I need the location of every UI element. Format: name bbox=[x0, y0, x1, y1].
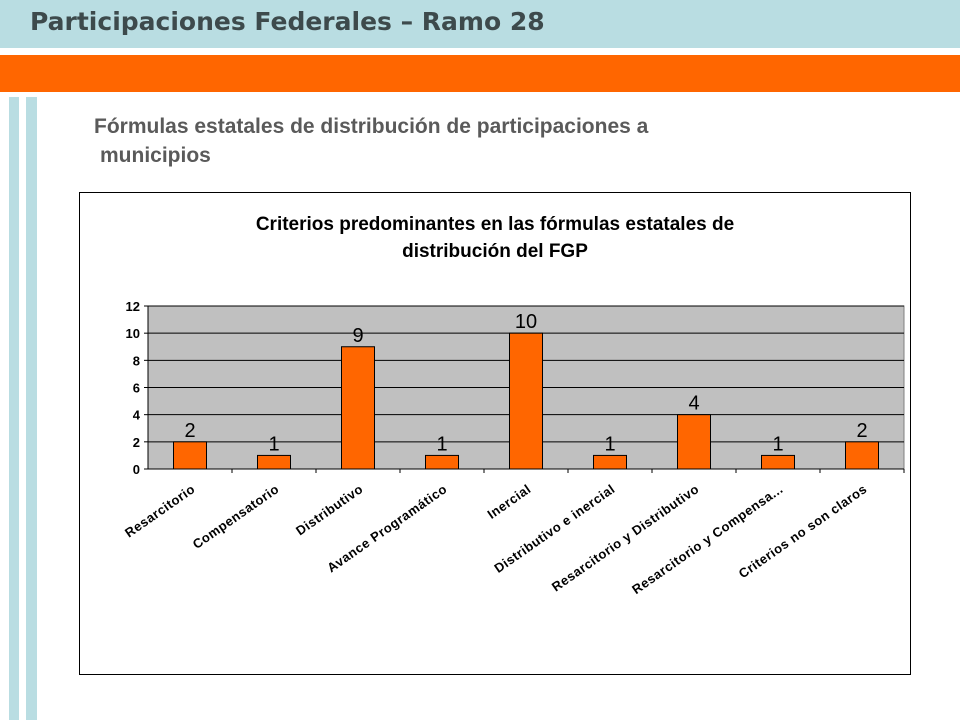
y-tick-label: 2 bbox=[133, 435, 140, 450]
x-tick-label: Resarcitorio y Distributivo bbox=[549, 481, 702, 594]
header-bar: Participaciones Federales – Ramo 28 bbox=[0, 0, 960, 48]
bar bbox=[341, 346, 375, 470]
y-tick-label: 4 bbox=[133, 408, 141, 423]
chart-title-line-2: distribución del FGP bbox=[402, 241, 588, 262]
x-tick-label: Compensatorio bbox=[190, 481, 282, 552]
subtitle-line-2: municipios bbox=[100, 144, 211, 167]
y-tick-label: 8 bbox=[133, 353, 140, 368]
y-tick-label: 12 bbox=[126, 299, 140, 314]
data-label: 1 bbox=[436, 433, 447, 455]
bar bbox=[677, 414, 711, 470]
bar bbox=[593, 454, 627, 470]
bar bbox=[257, 454, 291, 470]
subtitle-line-1: Fórmulas estatales de distribución de pa… bbox=[94, 115, 649, 138]
bar bbox=[761, 454, 795, 470]
chart-title-line-1: Criterios predominantes en las fórmulas … bbox=[256, 214, 734, 235]
x-tick-label: Resarcitorio y Compensa... bbox=[629, 481, 786, 597]
section-subtitle: Fórmulas estatales de distribución de pa… bbox=[94, 112, 794, 170]
x-tick-label: Inercial bbox=[485, 481, 534, 522]
accent-band bbox=[0, 55, 960, 92]
x-tick-label: Resarcitorio bbox=[122, 481, 198, 540]
data-label: 2 bbox=[856, 420, 867, 442]
data-label: 1 bbox=[604, 433, 615, 455]
y-tick-label: 10 bbox=[126, 326, 140, 341]
bar bbox=[845, 441, 879, 470]
data-label: 9 bbox=[352, 325, 363, 347]
data-label: 4 bbox=[688, 393, 699, 415]
chart-frame: Criterios predominantes en las fórmulas … bbox=[79, 192, 911, 675]
y-tick-label: 0 bbox=[133, 462, 140, 477]
decorative-stripe-right bbox=[26, 97, 37, 720]
page-title: Participaciones Federales – Ramo 28 bbox=[30, 7, 545, 36]
data-label: 10 bbox=[515, 311, 537, 333]
y-tick-label: 6 bbox=[133, 381, 140, 396]
header-separator bbox=[0, 48, 960, 55]
bar bbox=[173, 441, 207, 470]
bar bbox=[509, 332, 543, 470]
data-label: 1 bbox=[268, 433, 279, 455]
data-label: 1 bbox=[772, 433, 783, 455]
bar bbox=[425, 454, 459, 470]
bar-chart: Criterios predominantes en las fórmulas … bbox=[122, 214, 905, 597]
x-tick-label: Distributivo bbox=[293, 481, 366, 538]
data-label: 2 bbox=[184, 420, 195, 442]
decorative-stripe-left bbox=[9, 97, 19, 720]
